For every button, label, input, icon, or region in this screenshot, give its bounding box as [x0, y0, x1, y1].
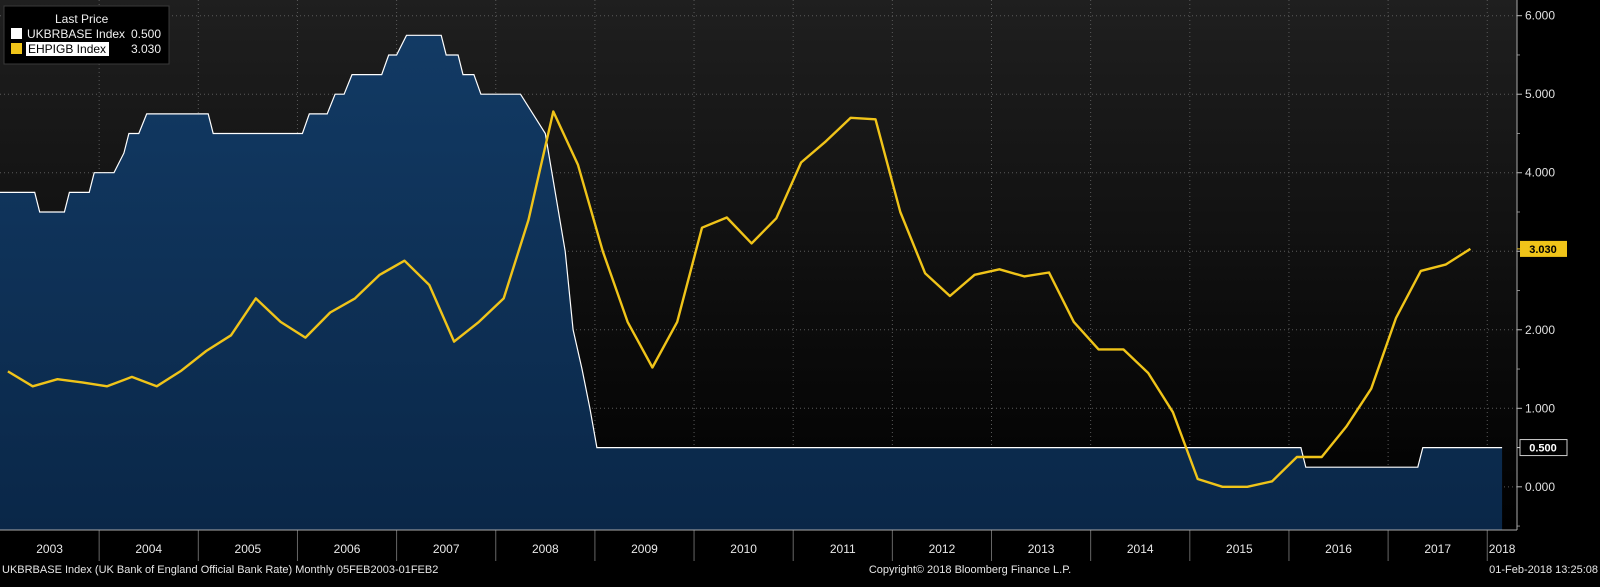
- x-tick-label: 2009: [631, 542, 658, 556]
- legend-swatch-ehpigb: [11, 43, 22, 54]
- last-price-tags: 3.030 0.500: [1517, 240, 1568, 457]
- y-tick-label: 6.000: [1525, 9, 1555, 23]
- footer-center: Copyright© 2018 Bloomberg Finance L.P.: [869, 564, 1071, 576]
- y-tick-label: 0.000: [1525, 480, 1555, 494]
- x-tick-label: 2003: [36, 542, 63, 556]
- legend-value-ehpigb: 3.030: [131, 42, 161, 56]
- series-line-ehpigb: [7, 110, 1472, 488]
- footer-left: UKBRBASE Index (UK Bank of England Offic…: [2, 564, 438, 576]
- x-tick-label: 2006: [334, 542, 361, 556]
- legend-label-ehpigb: EHPIGB Index: [28, 42, 106, 56]
- legend-label-ukbrbase: UKBRBASE Index: [27, 27, 125, 41]
- footer-background: [0, 561, 1600, 587]
- area-fill-ukbrbase: [0, 35, 1503, 531]
- last-price-tag-bg: [1520, 240, 1567, 257]
- last-price-tag-label: 3.030: [1529, 244, 1557, 256]
- footer-right: 01-Feb-2018 13:25:08: [1489, 564, 1598, 576]
- x-tick-label: 2010: [730, 542, 757, 556]
- legend: Last Price UKBRBASE Index 0.500 EHPIGB I…: [3, 5, 170, 65]
- x-axis: 2003 2004 2005 2006 2007 2008 2009 2010 2011 2012…: [0, 529, 1517, 561]
- x-tick-label: 2013: [1028, 542, 1055, 556]
- x-tick-label: 2008: [532, 542, 559, 556]
- legend-label-highlight: [26, 42, 109, 56]
- x-tick-label: 2012: [929, 542, 956, 556]
- last-price-tag-label: 0.500: [1529, 443, 1557, 455]
- x-tick-label: 2014: [1127, 542, 1154, 556]
- x-tick-label: 2016: [1325, 542, 1352, 556]
- x-tick-label: 2005: [235, 542, 262, 556]
- x-tick-label: 2015: [1226, 542, 1253, 556]
- y-tick-label: 5.000: [1525, 87, 1555, 101]
- x-tick-label: 2004: [135, 542, 162, 556]
- x-tick-label: 2007: [433, 542, 460, 556]
- y-tick-label: 2.000: [1525, 323, 1555, 337]
- line-series-layer: [7, 110, 1472, 488]
- legend-value-ukbrbase: 0.500: [131, 27, 161, 41]
- x-tick-label: 2017: [1424, 542, 1451, 556]
- x-tick-label: 2011: [830, 542, 856, 556]
- y-tick-label: 1.000: [1525, 401, 1555, 415]
- legend-title: Last Price: [55, 12, 109, 26]
- x-tick-label: 2018: [1489, 542, 1516, 556]
- series-line-ukbrbase: [0, 34, 1503, 468]
- legend-swatch-ukbrbase: [11, 28, 22, 39]
- area-series-layer: [0, 34, 1503, 531]
- y-tick-label: 4.000: [1525, 166, 1555, 180]
